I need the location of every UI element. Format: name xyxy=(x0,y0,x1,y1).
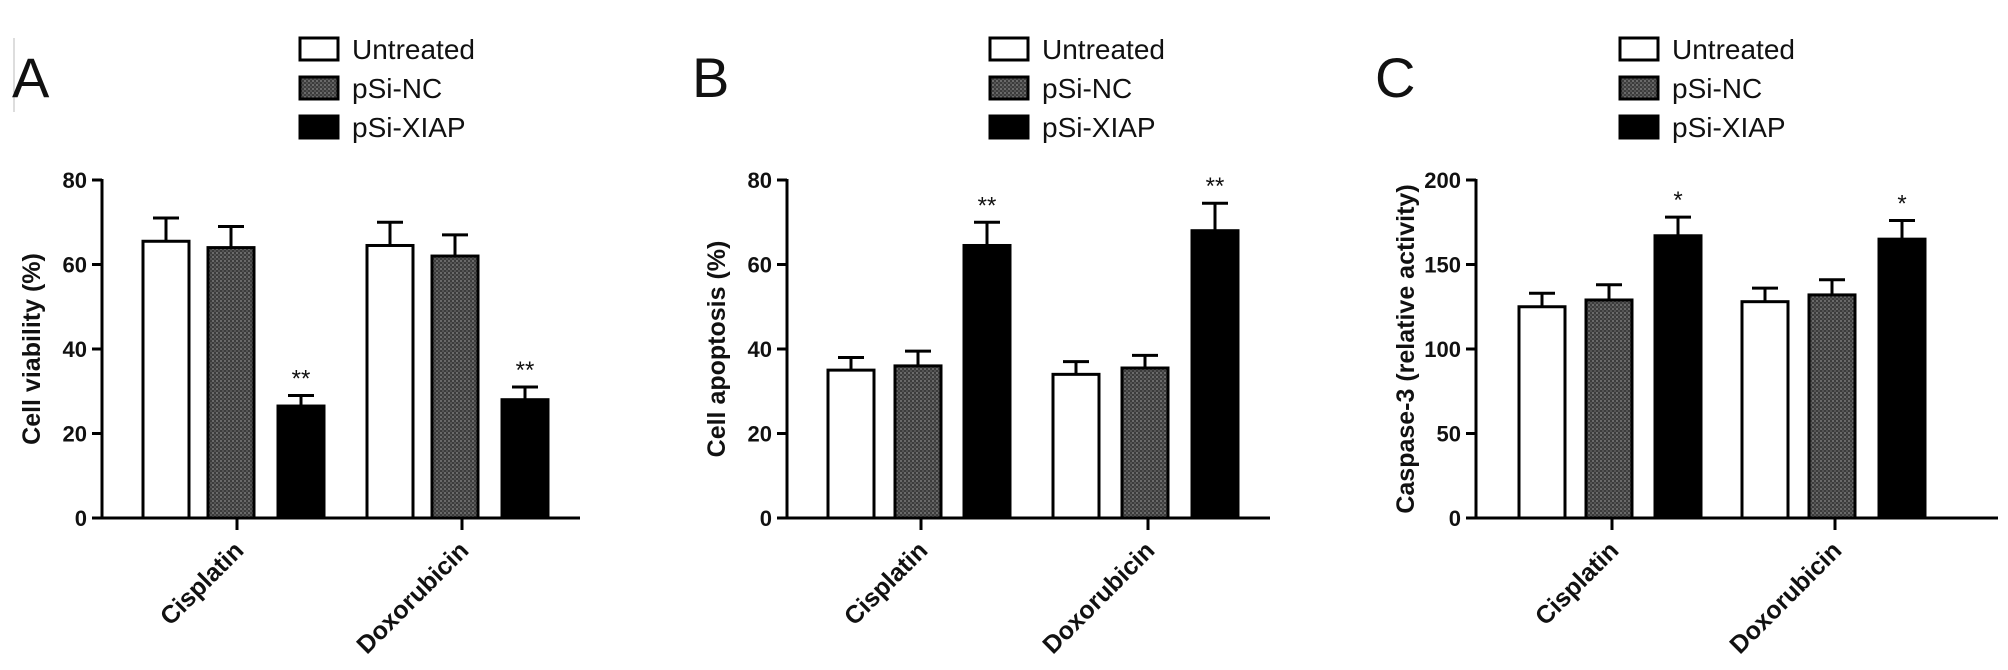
panel-letter: A xyxy=(12,46,50,109)
bar-psi-xiap-doxorubicin xyxy=(1190,229,1240,520)
legend-swatch xyxy=(1618,114,1660,140)
legend-label: Untreated xyxy=(1042,34,1165,65)
y-axis-label: Caspase-3 (relative activity) xyxy=(1392,184,1420,513)
y-tick-label: 20 xyxy=(748,422,772,447)
bar-psi-xiap-cisplatin xyxy=(1653,234,1703,520)
y-tick-label: 150 xyxy=(1424,253,1461,278)
bar-untreated-cisplatin xyxy=(141,239,191,520)
significance-mark: ** xyxy=(516,357,535,384)
bar-untreated-cisplatin xyxy=(826,368,876,520)
y-tick-label: 80 xyxy=(748,168,772,193)
y-tick-label: 20 xyxy=(63,422,87,447)
bar-psi-xiap-cisplatin xyxy=(276,404,326,520)
legend-label: Untreated xyxy=(1672,34,1795,65)
y-tick-label: 0 xyxy=(760,506,772,531)
significance-mark: ** xyxy=(1206,173,1225,200)
legend-label: pSi-XIAP xyxy=(1672,112,1786,143)
category-label: Cisplatin xyxy=(839,536,933,630)
chart-panel-a: A Untreated pSi-NC pSi-XIAP 0 20 40 60 80 Cell vi… xyxy=(12,34,580,659)
y-tick-label: 40 xyxy=(63,337,87,362)
y-axis-label: Cell viability (%) xyxy=(18,253,46,445)
category-label: Cisplatin xyxy=(155,536,249,630)
bar-psi-nc-doxorubicin xyxy=(430,254,480,520)
legend-swatch xyxy=(1618,75,1660,101)
panel-letter: C xyxy=(1375,46,1415,109)
bar-untreated-cisplatin xyxy=(1517,305,1567,520)
bar-psi-nc-cisplatin xyxy=(893,364,943,520)
category-label: Cisplatin xyxy=(1530,536,1624,630)
legend-swatch xyxy=(988,36,1030,62)
legend-label: pSi-NC xyxy=(1672,73,1762,104)
significance-mark: * xyxy=(1673,187,1682,214)
category-label: Doxorubicin xyxy=(1037,536,1160,659)
legend-swatch xyxy=(298,36,340,62)
bar-psi-xiap-doxorubicin xyxy=(500,398,550,520)
y-tick-label: 60 xyxy=(748,253,772,278)
legend-label: pSi-XIAP xyxy=(352,112,466,143)
y-tick-label: 60 xyxy=(63,253,87,278)
significance-mark: ** xyxy=(292,365,311,392)
bar-psi-nc-doxorubicin xyxy=(1807,293,1857,520)
y-tick-label: 40 xyxy=(748,337,772,362)
y-axis-label: Cell apoptosis (%) xyxy=(703,241,731,458)
legend-label: pSi-NC xyxy=(352,73,442,104)
legend-swatch xyxy=(988,114,1030,140)
bar-untreated-doxorubicin xyxy=(365,243,415,520)
legend-label: pSi-XIAP xyxy=(1042,112,1156,143)
panel-letter: B xyxy=(692,46,729,109)
significance-mark: * xyxy=(1897,191,1906,218)
bar-psi-xiap-cisplatin xyxy=(962,243,1012,520)
chart-panel-c: C Untreated pSi-NC pSi-XIAP 0 50 100 150 200Casp… xyxy=(1375,34,1998,659)
bar-psi-nc-cisplatin xyxy=(206,246,256,520)
y-tick-label: 50 xyxy=(1437,422,1461,447)
bar-psi-xiap-doxorubicin xyxy=(1877,237,1927,520)
bar-psi-nc-cisplatin xyxy=(1584,298,1634,520)
legend-swatch xyxy=(1618,36,1660,62)
y-tick-label: 0 xyxy=(75,506,87,531)
legend-swatch xyxy=(298,75,340,101)
bar-untreated-doxorubicin xyxy=(1740,300,1790,520)
category-label: Doxorubicin xyxy=(1724,536,1847,659)
y-tick-label: 200 xyxy=(1424,168,1461,193)
bar-untreated-doxorubicin xyxy=(1051,372,1101,520)
significance-mark: ** xyxy=(978,192,997,219)
chart-panel-b: B Untreated pSi-NC pSi-XIAP 0 20 40 60 80 Cell ap… xyxy=(692,34,1270,659)
legend-label: pSi-NC xyxy=(1042,73,1132,104)
bar-psi-nc-doxorubicin xyxy=(1120,366,1170,520)
panels-group: A Untreated pSi-NC pSi-XIAP 0 20 40 60 80 Cell vi… xyxy=(12,34,1998,659)
legend-swatch xyxy=(988,75,1030,101)
legend-swatch xyxy=(298,114,340,140)
y-tick-label: 100 xyxy=(1424,337,1461,362)
y-tick-label: 0 xyxy=(1449,506,1461,531)
legend-label: Untreated xyxy=(352,34,475,65)
y-tick-label: 80 xyxy=(63,168,87,193)
category-label: Doxorubicin xyxy=(351,536,474,659)
